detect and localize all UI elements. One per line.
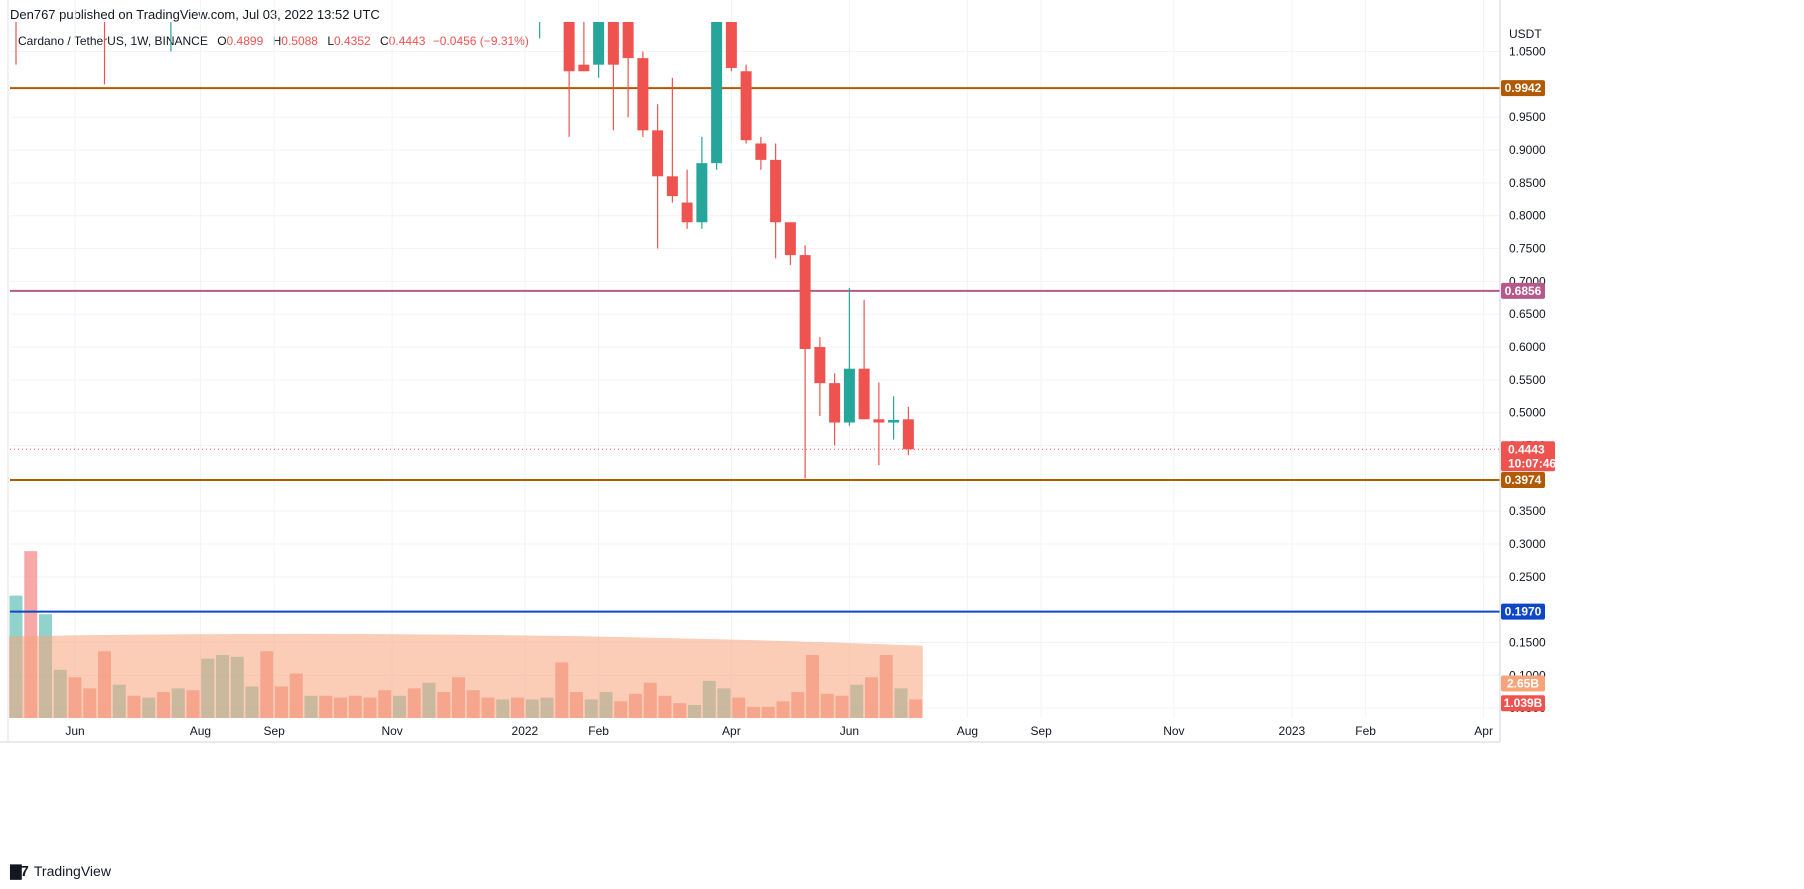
price-axis[interactable]: 1.05000.95000.90000.85000.80000.75000.70… xyxy=(1499,0,1546,742)
time-tick-label: 2022 xyxy=(512,724,539,738)
price-tick-label: 0.9000 xyxy=(1509,143,1546,157)
time-tick-label: Apr xyxy=(722,724,741,738)
time-tick-label: 2023 xyxy=(1279,724,1306,738)
symbol-name: Cardano / TetherUS, 1W, BINANCE xyxy=(18,34,208,48)
candle-body xyxy=(755,143,767,160)
volume-label: 1.039B xyxy=(1504,696,1543,710)
price-tick-label: 0.9500 xyxy=(1509,110,1546,124)
price-tick-label: 0.3000 xyxy=(1509,537,1546,551)
candle-body xyxy=(740,71,752,141)
price-tick-label: 0.6500 xyxy=(1509,307,1546,321)
price-tick-label: 0.8000 xyxy=(1509,209,1546,223)
time-axis[interactable]: Jun Aug Sep Nov 2022 Feb Apr Jun Aug Sep Nov 2023 Fe… xyxy=(0,0,1500,743)
symbol-legend: Cardano / TetherUS, 1W, BINANCE O0.4899 … xyxy=(18,34,529,48)
footer-brand[interactable]: ▇7 TradingView xyxy=(10,862,111,880)
candle-body xyxy=(578,64,590,72)
price-tick-label: 0.6000 xyxy=(1509,340,1546,354)
candle-body xyxy=(637,58,649,131)
level-price-label: 0.1970 xyxy=(1505,605,1542,619)
candle-body xyxy=(770,159,782,223)
level-price-label: 0.6856 xyxy=(1505,284,1542,298)
level-price-tag xyxy=(1501,282,1545,299)
time-tick-label: Aug xyxy=(957,724,978,738)
candle-body xyxy=(99,0,110,19)
time-tick-label: Feb xyxy=(1355,724,1376,738)
candle-body xyxy=(711,22,723,164)
candle-body xyxy=(873,419,885,423)
price-tick-label: 0.5500 xyxy=(1509,373,1546,387)
low-value: 0.4352 xyxy=(334,34,371,48)
level-price-label: 0.3974 xyxy=(1505,473,1542,487)
volume-ma-tag xyxy=(1501,675,1545,692)
last-price-tag xyxy=(1501,441,1555,472)
horizontal-levels[interactable] xyxy=(10,87,1500,613)
price-tick-label: 0.1500 xyxy=(1509,635,1546,649)
candle-body xyxy=(696,163,708,223)
time-tick-label: Nov xyxy=(1163,724,1184,738)
candle-body xyxy=(858,368,870,420)
candle-body xyxy=(725,22,737,68)
level-price-tag xyxy=(1501,80,1545,97)
level-price-label: 0.9942 xyxy=(1505,81,1542,95)
price-tick-label: 0.5000 xyxy=(1509,406,1546,420)
high-value: 0.5088 xyxy=(281,34,318,48)
candle-body xyxy=(593,22,605,65)
candle-body xyxy=(829,383,841,423)
price-tick-label: 1.0500 xyxy=(1509,45,1546,59)
candle-body xyxy=(11,0,22,6)
candle-body xyxy=(622,22,634,59)
time-tick-label: Aug xyxy=(190,724,211,738)
low-label: L xyxy=(327,34,334,48)
level-price-tag xyxy=(1501,603,1545,620)
high-label: H xyxy=(272,34,282,48)
publish-info: Den767 published on TradingView.com, Jul… xyxy=(10,7,380,22)
candle-body xyxy=(843,368,855,423)
grid xyxy=(10,0,1500,718)
close-value: 0.4443 xyxy=(388,34,426,48)
time-tick-label: Apr xyxy=(1474,724,1493,738)
change-value: −0.0456 (−9.31%) xyxy=(432,34,529,48)
last-price-label: 0.4443 xyxy=(1508,442,1545,456)
tradingview-logo-icon: ▇7 xyxy=(10,863,29,880)
time-tick-label: Jun xyxy=(840,724,859,738)
candle-body xyxy=(784,222,796,256)
volume-ma-area xyxy=(9,633,923,718)
candle-body xyxy=(607,22,619,65)
time-tick-label: Sep xyxy=(263,724,285,738)
candle-body xyxy=(666,176,678,196)
volume-tag xyxy=(1501,695,1545,712)
candle-body xyxy=(902,419,914,450)
price-tick-label: 0.7500 xyxy=(1509,242,1546,256)
candle-body xyxy=(814,347,826,384)
volume-ma-label: 2.65B xyxy=(1507,677,1539,691)
candles xyxy=(11,0,914,479)
level-price-tag xyxy=(1501,472,1545,489)
time-tick-label: Sep xyxy=(1030,724,1052,738)
candle-body xyxy=(681,202,693,223)
candle-body xyxy=(799,255,811,349)
price-tick-label: 0.3500 xyxy=(1509,504,1546,518)
price-tick-label: 0.2500 xyxy=(1509,570,1546,584)
open-value: 0.4899 xyxy=(226,34,264,48)
price-tick-label: 0.8500 xyxy=(1509,176,1546,190)
open-label: O xyxy=(217,34,227,48)
candle-body xyxy=(652,130,664,177)
footer-brand-name: TradingView xyxy=(33,863,111,879)
volume-pane xyxy=(9,551,923,718)
time-tick-label: Nov xyxy=(381,724,402,738)
bar-countdown-label: 10:07:46 xyxy=(1508,456,1556,470)
quote-currency-label: USDT xyxy=(1509,27,1542,41)
time-tick-label: Jun xyxy=(65,724,84,738)
time-tick-label: Feb xyxy=(588,724,609,738)
candle-body xyxy=(563,22,575,72)
close-label: C xyxy=(380,34,389,48)
candle-body xyxy=(888,419,900,423)
